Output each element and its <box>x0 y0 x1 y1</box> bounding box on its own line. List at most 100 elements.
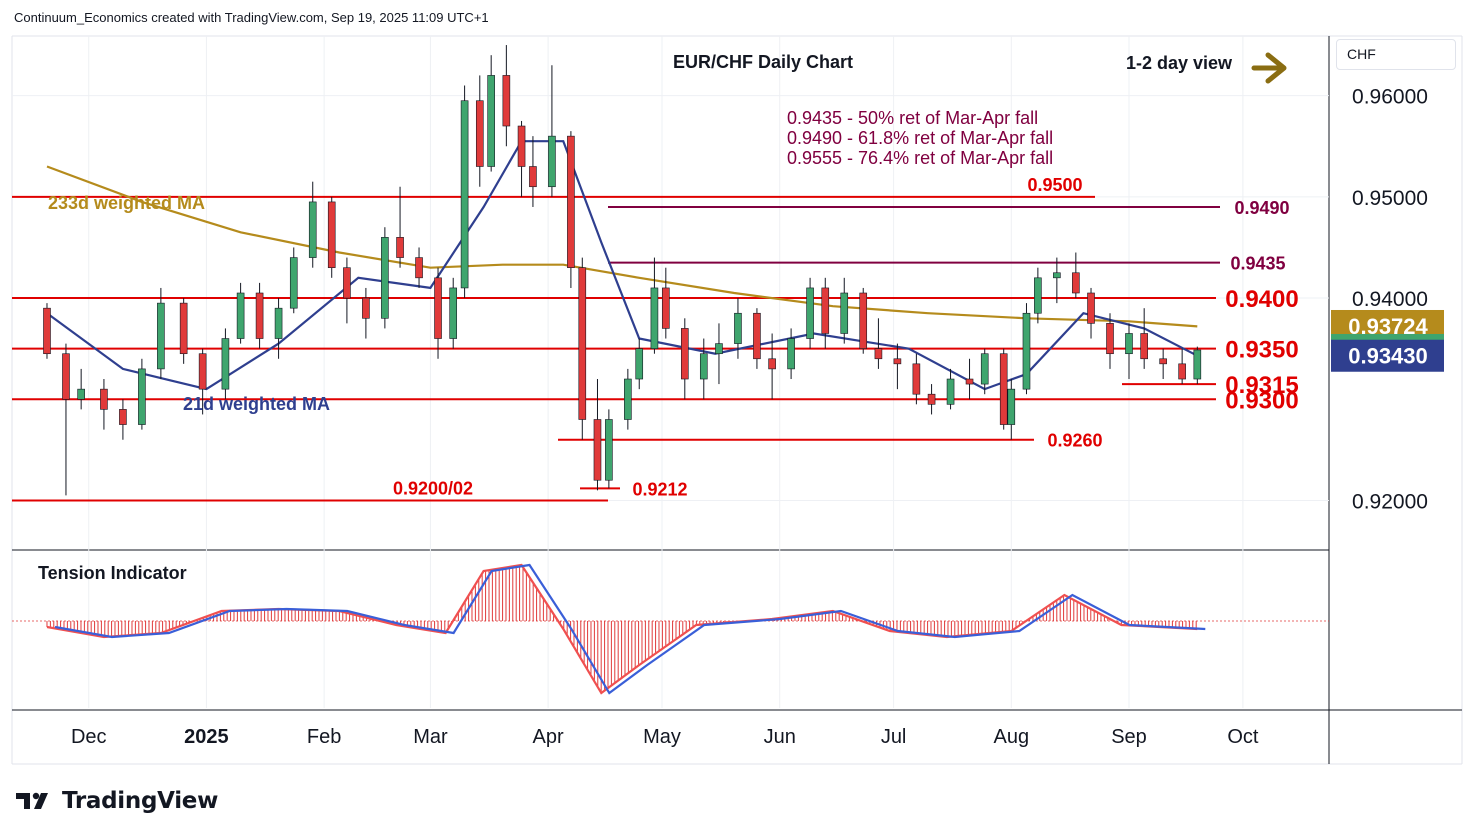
candle <box>198 348 207 415</box>
level-label: 0.9350 <box>1225 337 1298 364</box>
candle <box>753 308 761 369</box>
x-tick-label: May <box>643 726 681 748</box>
candle-body <box>1053 272 1061 279</box>
currency-selector[interactable]: CHF <box>1336 39 1456 70</box>
candle <box>221 328 230 400</box>
candle-body <box>381 237 389 319</box>
grid-lines <box>12 36 1329 708</box>
candle <box>893 343 902 390</box>
candle-body <box>965 378 974 385</box>
candle <box>578 257 587 440</box>
retracement-note: 0.9490 - 61.8% ret of Mar-Apr fall <box>787 128 1053 148</box>
candle <box>1053 257 1061 304</box>
candle-body <box>1159 358 1167 365</box>
candle-body <box>635 348 644 380</box>
candle <box>548 65 556 197</box>
arrow-right-icon <box>1251 52 1287 84</box>
candle-body <box>912 363 921 395</box>
x-tick-label: Aug <box>993 726 1029 748</box>
candle <box>157 287 165 380</box>
candle-body <box>680 328 689 380</box>
candle-body <box>236 292 245 339</box>
candle <box>605 409 613 489</box>
candle <box>236 282 245 344</box>
candle <box>396 186 404 268</box>
candle-body <box>946 378 955 405</box>
candle <box>1007 379 1016 440</box>
candle-body <box>119 409 127 425</box>
candle-body <box>1034 277 1042 314</box>
level-label: 0.9300 <box>1225 387 1298 414</box>
candle-body <box>1072 272 1080 294</box>
retracement-note: 0.9435 - 50% ret of Mar-Apr fall <box>787 108 1038 128</box>
candle-body <box>1106 323 1114 355</box>
candle-body <box>859 292 868 349</box>
candle <box>650 257 659 354</box>
candle-body <box>980 353 989 385</box>
candle <box>362 287 370 339</box>
level-label: 0.9315 <box>1225 372 1298 399</box>
candle <box>927 384 936 415</box>
candle-body <box>100 388 108 410</box>
candle-body <box>460 100 469 289</box>
candle <box>787 328 795 380</box>
candle <box>859 287 868 354</box>
candle-body <box>1178 363 1186 380</box>
candle-body <box>1140 333 1148 360</box>
level-label: 0.9400 <box>1225 286 1298 313</box>
osc-slow-line <box>54 563 1206 695</box>
candle-body <box>593 419 602 481</box>
candle-body <box>662 287 670 329</box>
candle <box>806 277 814 349</box>
price-tag-box <box>1331 339 1444 372</box>
candle <box>308 181 317 268</box>
candle <box>1022 303 1031 395</box>
y-tick-label: 0.92000 <box>1352 490 1428 513</box>
candle-body <box>221 338 230 390</box>
candle-body <box>999 353 1008 425</box>
candle-body <box>449 287 458 339</box>
tradingview-logo[interactable]: TradingView <box>14 788 218 814</box>
y-tick-label: 0.94000 <box>1352 288 1428 311</box>
level-label: 0.9212 <box>632 479 687 499</box>
candle <box>965 358 974 400</box>
candle <box>715 323 723 385</box>
candle <box>874 318 883 369</box>
candle <box>662 267 670 339</box>
candle-body <box>43 307 51 355</box>
candle <box>62 343 70 496</box>
x-tick-label: Apr <box>533 726 564 748</box>
candle <box>381 227 389 329</box>
x-tick-label: Dec <box>71 726 107 748</box>
chart-attribution: Continuum_Economics created with Trading… <box>14 10 489 25</box>
candle <box>946 368 955 410</box>
candle-body <box>650 287 659 349</box>
x-tick-label: Sep <box>1111 726 1147 748</box>
price-tag-label: 0.93430 <box>1348 344 1428 369</box>
candle-body <box>138 368 146 425</box>
support-resistance-levels <box>12 195 1220 502</box>
candle <box>179 298 188 364</box>
candle <box>100 379 108 430</box>
x-tick-label: 2025 <box>184 726 229 748</box>
candle-body <box>821 287 830 334</box>
candle <box>327 196 336 278</box>
candle <box>1193 346 1202 385</box>
candle-body <box>343 267 351 299</box>
chart-title: EUR/CHF Daily Chart <box>673 52 853 72</box>
annotations: 0.95000.94900.94350.94000.93500.93150.93… <box>38 52 1444 583</box>
level-label: 0.9490 <box>1234 198 1289 218</box>
level-label: 0.9260 <box>1047 431 1102 451</box>
candle <box>487 55 495 172</box>
retracement-note: 0.9555 - 76.4% ret of Mar-Apr fall <box>787 148 1053 168</box>
candle-body <box>502 75 511 127</box>
candle <box>1125 323 1133 380</box>
candle <box>475 75 484 187</box>
candle <box>529 136 537 207</box>
candle-body <box>179 302 188 355</box>
x-tick-label: Jun <box>764 726 796 748</box>
candle-body <box>396 237 404 258</box>
candle <box>593 379 602 491</box>
candle-body <box>362 297 370 319</box>
candle <box>460 85 469 299</box>
